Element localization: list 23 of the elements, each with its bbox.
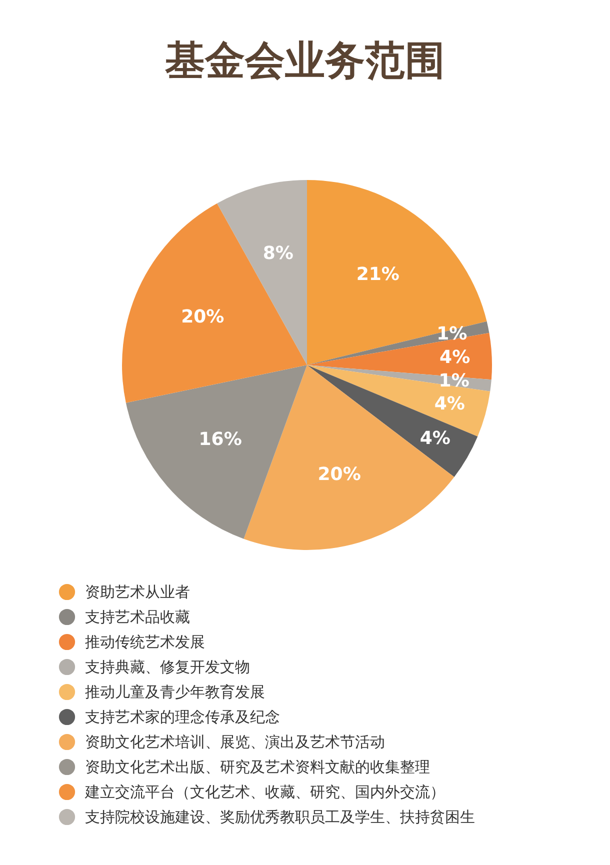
data-label: 20% [318,464,361,486]
legend-label: 支持艺术品收藏 [85,608,190,626]
pie-slice [122,203,307,403]
legend-label: 建立交流平台（文化艺术、收藏、研究、国内外交流） [84,783,445,801]
data-label: 8% [262,242,294,264]
data-label: 16% [198,429,242,450]
legend-label: 支持典藏、修复开发文物 [85,658,250,676]
data-label: 21% [356,264,400,285]
data-label: 4% [440,346,470,368]
legend-label: 资助文化艺术出版、研究及艺术资料文献的收集整理 [85,758,430,776]
data-label: 20% [181,306,224,328]
legend-label: 推动儿童及青少年教育发展 [85,683,265,701]
data-label: 4% [434,393,465,414]
legend-label: 资助文化艺术培训、展览、演出及艺术节活动 [85,733,385,751]
pie-slice [307,180,487,365]
chart-title: 基金会业务范围 [164,37,445,84]
pie-slice [126,365,307,539]
data-label: 4% [420,428,450,449]
legend-label: 支持院校设施建设、奖励优秀教职员工及学生、扶持贫困生 [85,808,475,826]
legend-label: 资助艺术从业者 [85,583,190,601]
legend-label: 支持艺术家的理念传承及纪念 [85,708,280,726]
legend-label: 推动传统艺术发展 [85,633,205,651]
data-label: 1% [438,370,470,392]
